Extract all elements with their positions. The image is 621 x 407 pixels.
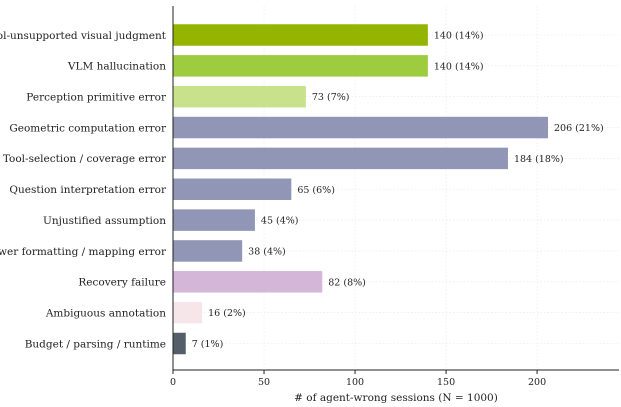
bar-3	[173, 116, 549, 139]
value-label-7: 38 (4%)	[248, 246, 286, 257]
bar-1	[173, 55, 428, 77]
value-labels: 140 (14%) 140 (14%) 73 (7%) 206 (21%) 184 (1…	[192, 31, 604, 351]
x-tick-label-50: 50	[258, 377, 270, 388]
category-label-1: VLM hallucination	[67, 61, 166, 73]
category-label-9: Ambiguous annotation	[45, 307, 166, 319]
bar-2	[173, 85, 306, 108]
x-tick-label-0: 0	[170, 377, 176, 388]
category-label-6: Unjustified assumption	[43, 215, 166, 227]
x-tick-label-200: 200	[528, 377, 546, 388]
axes: 0 50 100 150 200	[170, 6, 619, 388]
category-label-8: Recovery failure	[78, 277, 166, 289]
value-label-1: 140 (14%)	[434, 61, 484, 72]
value-label-9: 16 (2%)	[208, 308, 246, 319]
category-label-3: Geometric computation error	[9, 122, 167, 134]
value-label-4: 184 (18%)	[514, 154, 564, 165]
bar-8	[173, 271, 323, 293]
bar-5	[173, 178, 292, 200]
bar-6	[173, 209, 255, 231]
bar-4	[173, 147, 508, 170]
value-label-8: 82 (8%)	[328, 277, 366, 288]
x-tick-label-150: 150	[437, 377, 455, 388]
category-label-0: Tool-unsupported visual judgment	[0, 30, 167, 42]
value-label-3: 206 (21%)	[554, 123, 604, 134]
bar-9	[173, 301, 203, 324]
value-label-10: 7 (1%)	[192, 339, 224, 350]
category-label-10: Budget / parsing / runtime	[25, 338, 166, 350]
bar-10	[173, 332, 186, 355]
bar-7	[173, 240, 243, 262]
value-label-2: 73 (7%)	[312, 92, 350, 103]
value-label-0: 140 (14%)	[434, 31, 484, 42]
category-label-2: Perception primitive error	[26, 92, 167, 104]
value-label-6: 45 (4%)	[261, 216, 299, 227]
category-label-7: Answer formatting / mapping error	[0, 246, 167, 258]
x-tick-label-100: 100	[346, 377, 364, 388]
bar-0	[173, 24, 428, 46]
category-label-5: Question interpretation error	[9, 184, 167, 196]
value-label-5: 65 (6%)	[297, 185, 335, 196]
category-label-4: Tool-selection / coverage error	[3, 153, 167, 165]
x-axis-title: # of agent-wrong sessions (N = 1000)	[294, 392, 498, 404]
bars	[173, 24, 549, 355]
category-labels: Tool-unsupported visual judgment VLM hall…	[0, 30, 167, 350]
